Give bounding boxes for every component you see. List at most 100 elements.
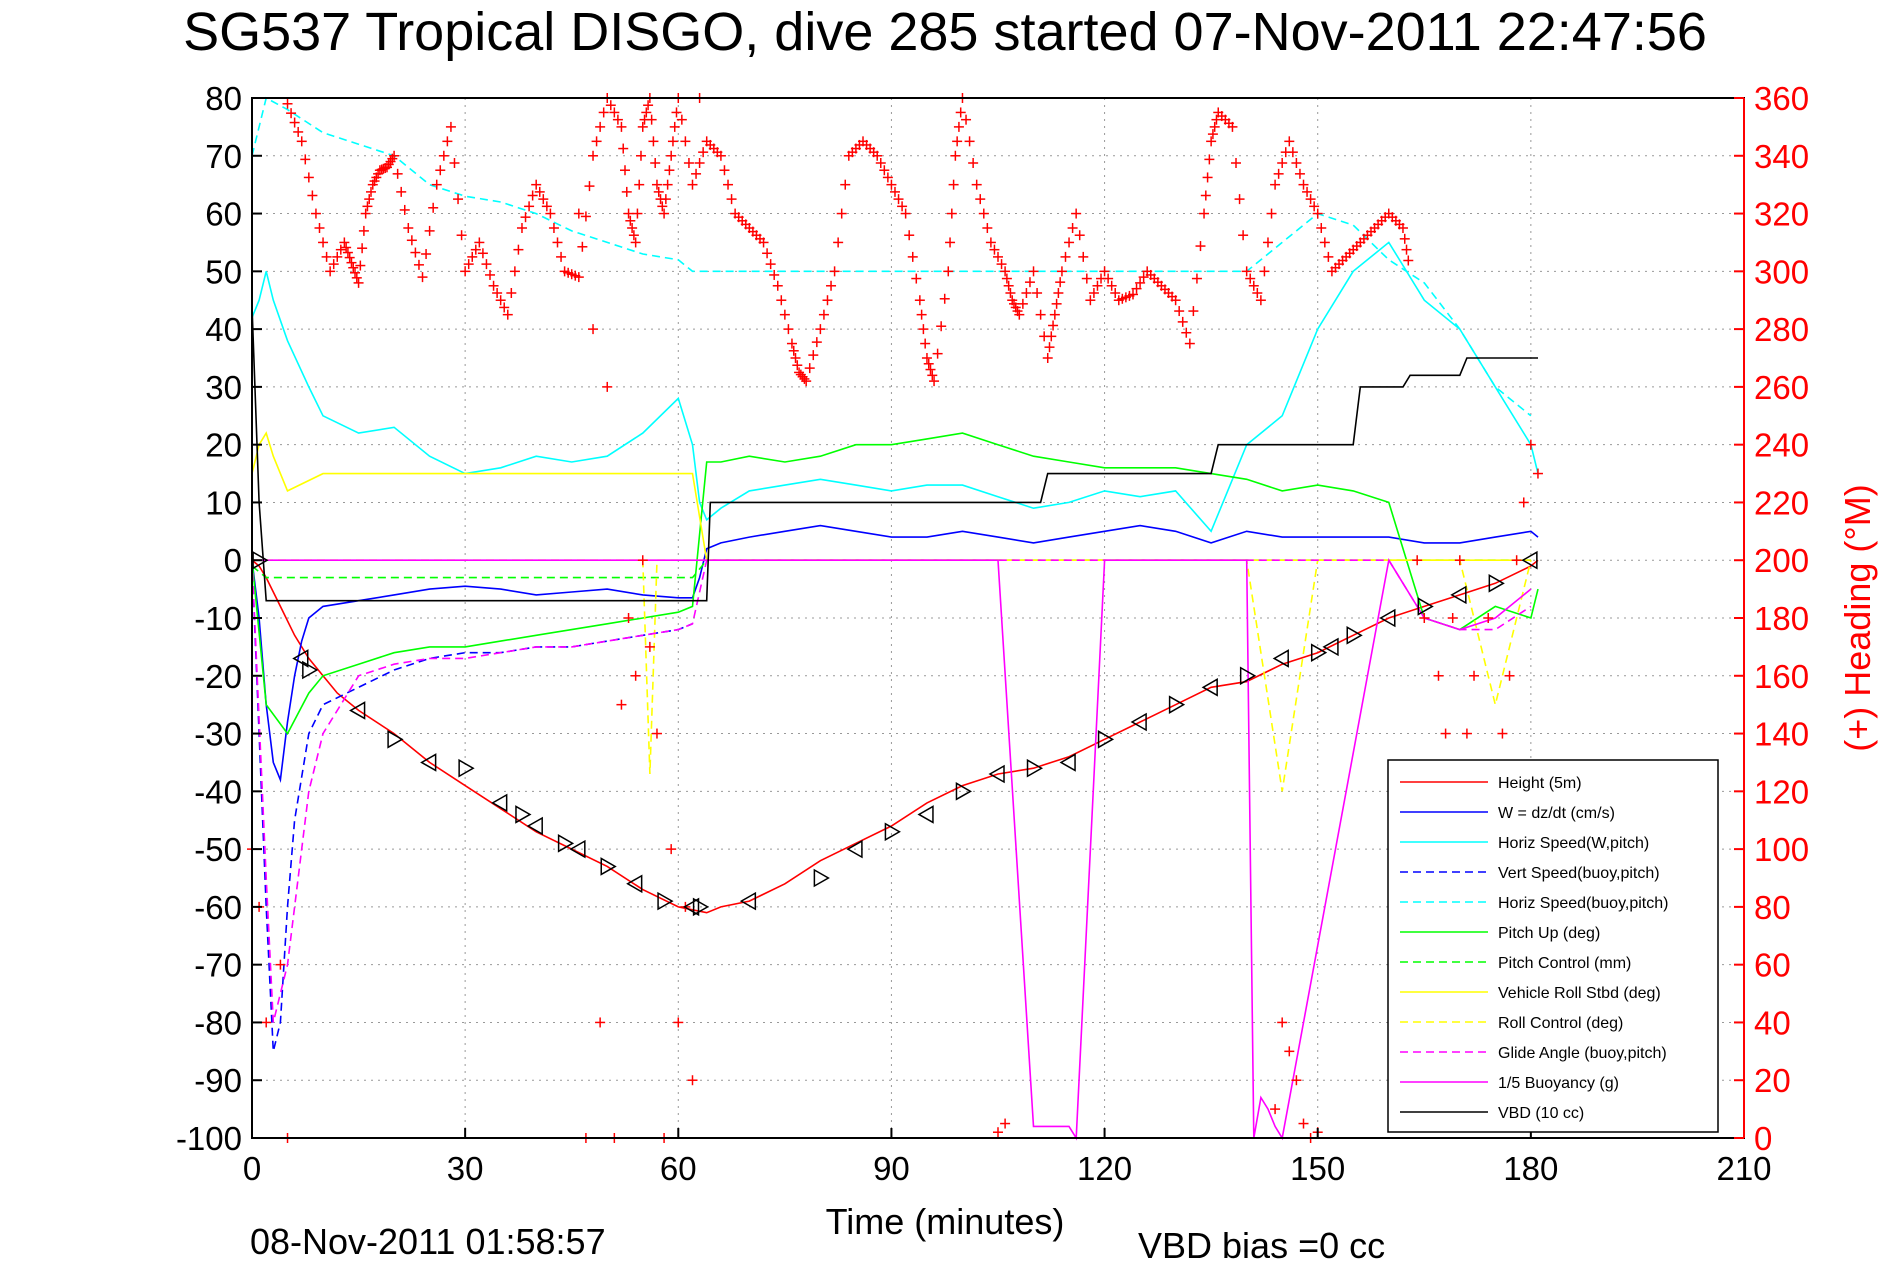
heading-point: [952, 136, 963, 147]
heading-point: [630, 237, 641, 248]
heading-point: [538, 194, 549, 205]
y2-tick-label: 40: [1754, 1004, 1791, 1041]
heading-spike-point: [1447, 613, 1458, 623]
footer-vbd-bias: VBD bias =0 cc: [1138, 1225, 1385, 1262]
heading-point: [1000, 266, 1011, 277]
heading-point: [609, 107, 620, 118]
height-marker: [1322, 637, 1339, 657]
heading-point: [1209, 121, 1220, 132]
x-axis-label: Time (minutes): [826, 1201, 1065, 1242]
heading-point: [1028, 266, 1039, 277]
heading-point: [1397, 223, 1408, 233]
heading-point: [1138, 272, 1149, 283]
heading-point: [643, 100, 654, 111]
height-marker: [526, 816, 543, 836]
heading-point: [1270, 179, 1281, 190]
heading-point: [485, 269, 496, 280]
heading-point: [406, 235, 417, 246]
legend-label: Height (5m): [1498, 775, 1582, 792]
heading-point: [348, 262, 359, 273]
heading-point: [808, 350, 819, 361]
heading-point: [815, 324, 826, 335]
heading-point: [1055, 277, 1066, 288]
heading-point: [1060, 251, 1071, 262]
heading-point: [916, 309, 927, 320]
heading-point: [556, 251, 567, 262]
x-tick-label: 180: [1503, 1150, 1558, 1187]
legend-label: Vert Speed(buoy,pitch): [1498, 865, 1660, 882]
heading-spike-point: [261, 1017, 272, 1028]
heading-point: [417, 272, 428, 283]
heading-spike-point: [1454, 555, 1465, 566]
heading-point: [715, 150, 726, 161]
y-tick-label: 30: [205, 369, 242, 406]
height-marker: [1272, 649, 1289, 668]
heading-spike-point: [616, 699, 627, 710]
heading-point: [350, 267, 361, 278]
heading-point: [1051, 298, 1062, 309]
legend-label: Horiz Speed(buoy,pitch): [1498, 895, 1668, 912]
heading-point: [588, 150, 599, 161]
heading-point: [1014, 309, 1025, 320]
heading-point: [1032, 288, 1043, 298]
heading-point: [914, 295, 925, 306]
heading-point: [364, 194, 375, 205]
height-marker: [302, 660, 319, 680]
heading-point: [907, 251, 918, 262]
heading-point: [1234, 194, 1245, 205]
heading-point: [927, 370, 938, 381]
heading-point: [904, 230, 915, 241]
heading-point: [769, 269, 780, 280]
heading-point: [449, 158, 460, 168]
heading-point: [683, 158, 694, 168]
heading-point: [1206, 136, 1217, 147]
height-marker: [491, 793, 508, 813]
heading-point: [953, 121, 964, 132]
heading-point: [552, 237, 563, 248]
y-tick-label: -20: [194, 658, 242, 695]
heading-point: [804, 363, 815, 374]
series-line-1: [251, 524, 1539, 783]
height-marker: [1097, 730, 1115, 749]
series-layer: [247, 93, 1543, 1143]
heading-point: [772, 280, 783, 291]
heading-point: [598, 107, 609, 118]
legend-label: Glide Angle (buoy,pitch): [1498, 1045, 1667, 1062]
heading-point: [293, 126, 304, 137]
height-marker: [917, 805, 934, 824]
y2-tick-label: 280: [1754, 311, 1809, 348]
heading-point: [893, 194, 904, 205]
legend-label: W = dz/dt (cm/s): [1498, 805, 1615, 822]
y2-tick-label: 320: [1754, 196, 1809, 233]
heading-point: [932, 348, 943, 359]
y2-tick-label: 300: [1754, 253, 1809, 290]
heading-point: [671, 107, 682, 118]
heading-point: [1064, 237, 1075, 248]
y-tick-label: 70: [205, 138, 242, 175]
heading-point: [595, 121, 606, 132]
heading-point: [872, 150, 883, 161]
heading-point: [296, 136, 307, 147]
heading-point: [925, 364, 936, 375]
heading-point: [786, 338, 797, 349]
heading-point: [680, 136, 691, 147]
heading-point: [1174, 306, 1185, 317]
x-tick-label: 60: [660, 1150, 697, 1187]
y-tick-label: 20: [205, 427, 242, 464]
height-marker: [1488, 574, 1505, 593]
heading-point: [889, 186, 900, 197]
heading-point: [1273, 168, 1284, 179]
heading-point: [918, 324, 929, 335]
heading-spike-point: [1483, 613, 1494, 623]
heading-spike-point: [630, 670, 641, 681]
heading-point: [1211, 114, 1222, 125]
heading-point: [811, 337, 822, 348]
height-marker: [458, 758, 475, 778]
y2-tick-label: 240: [1754, 427, 1809, 464]
heading-point: [1081, 273, 1092, 284]
heading-point: [641, 107, 652, 118]
height-marker: [515, 805, 532, 824]
heading-point: [1127, 289, 1138, 300]
heading-point: [502, 309, 513, 320]
